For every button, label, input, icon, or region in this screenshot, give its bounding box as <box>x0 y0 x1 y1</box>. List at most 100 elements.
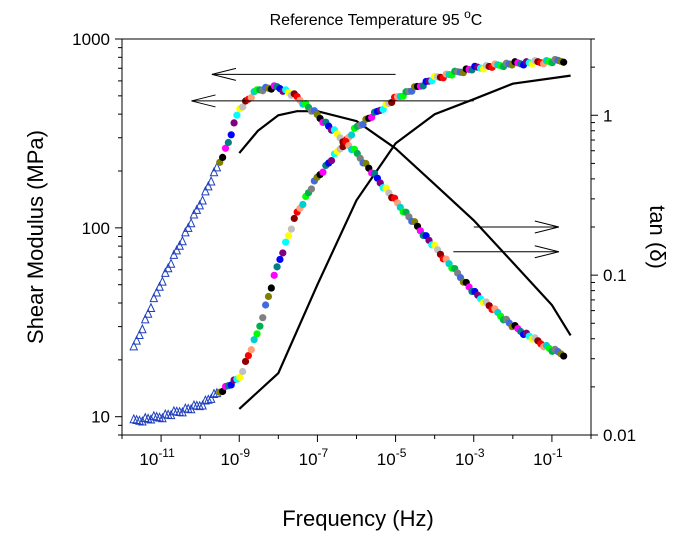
storage-modulus-marker <box>299 200 307 209</box>
tan-delta-marker <box>201 185 210 196</box>
tan-delta-marker <box>219 153 227 162</box>
storage-modulus-marker <box>247 346 255 354</box>
storage-modulus-marker <box>244 352 253 360</box>
storage-modulus-marker <box>319 168 327 176</box>
tan-delta-marker <box>140 313 150 324</box>
storage-modulus-marker <box>195 400 205 411</box>
tan-delta-marker <box>178 235 187 246</box>
y-tick-label: 100 <box>82 219 110 238</box>
tan-delta-marker <box>160 267 170 277</box>
tan-delta-marker <box>175 240 185 250</box>
y2-tick-label: 1 <box>603 106 612 125</box>
x-tick-label-exponent: -7 <box>318 446 329 460</box>
storage-modulus-marker <box>250 336 258 344</box>
storage-modulus-marker <box>279 249 287 257</box>
x-tick-label-base: 10 <box>377 450 396 469</box>
storage-modulus-marker <box>239 367 247 376</box>
storage-modulus-marker <box>201 395 210 405</box>
x-axis-title: Frequency (Hz) <box>282 506 434 531</box>
tan-delta-marker <box>169 249 179 259</box>
storage-modulus-marker <box>241 357 250 366</box>
tan-delta-marker <box>233 111 241 119</box>
storage-modulus-marker <box>290 214 298 223</box>
tan-delta-marker <box>180 226 190 237</box>
tan-delta-marker <box>183 222 193 232</box>
tan-delta-marker <box>189 208 199 219</box>
chart-title-degree: o <box>464 7 471 21</box>
chart-title-text: Reference Temperature 95 <box>270 12 464 29</box>
tan-delta-marker <box>560 352 568 360</box>
x-tick-label-exponent: -3 <box>474 446 485 460</box>
x-tick-label-exponent: -9 <box>239 446 250 460</box>
x-tick-label: 10-5 <box>377 446 407 469</box>
x-tick-label: 10-3 <box>455 446 485 469</box>
tan-delta-marker <box>221 144 230 152</box>
tan-delta-marker <box>163 262 173 273</box>
tan-delta-marker <box>158 276 167 286</box>
x-tick-label-base: 10 <box>455 450 474 469</box>
storage-modulus-marker <box>198 399 207 410</box>
tan-delta-marker <box>146 302 156 313</box>
y-tick-label: 10 <box>91 408 110 427</box>
axis-ticks <box>115 38 598 442</box>
x-tick-label-base: 10 <box>139 450 158 469</box>
storage-modulus-marker <box>327 156 336 165</box>
tan-delta-marker <box>143 308 153 318</box>
chart-title: Reference Temperature 95 oC <box>270 7 483 29</box>
tan-delta-marker <box>247 93 255 102</box>
x-tick-label: 10-9 <box>220 446 250 469</box>
tan-delta-marker <box>227 131 235 139</box>
storage-modulus-marker <box>206 393 216 403</box>
axis-arrow-head <box>534 220 559 234</box>
x-tick-label: 10-7 <box>299 446 329 469</box>
chart-title-unit: C <box>471 12 483 29</box>
axis-arrow-head <box>534 245 559 259</box>
tan-delta-marker <box>203 180 213 191</box>
x-tick-label: 10-11 <box>139 446 175 469</box>
data-markers <box>129 55 568 426</box>
x-tick-label-base: 10 <box>220 450 239 469</box>
storage-modulus-marker <box>236 373 244 381</box>
tan-delta-marker <box>186 217 196 228</box>
storage-modulus-marker <box>284 232 293 240</box>
x-tick-label-base: 10 <box>533 450 552 469</box>
tan-delta-marker <box>198 194 207 205</box>
plot-frame <box>121 38 592 436</box>
tan-delta-marker <box>135 329 144 339</box>
axis-arrow-head <box>191 94 216 108</box>
tan-delta-marker <box>149 292 159 303</box>
tan-delta-marker <box>239 103 247 111</box>
tan-delta-marker <box>166 258 176 268</box>
storage-modulus-marker <box>209 388 219 398</box>
storage-modulus-marker <box>347 131 356 139</box>
storage-modulus-marker <box>276 255 284 264</box>
y2-axis-title: tan (δ) <box>645 205 670 269</box>
storage-modulus-marker <box>256 322 264 330</box>
storage-modulus-marker <box>259 314 267 322</box>
axis-arrows <box>191 67 559 259</box>
storage-modulus-marker <box>253 330 261 338</box>
comparison-curves <box>238 74 572 410</box>
axis-tick-labels: 10-11 10-9 10-7 10-5 10-3 10-11010010000.010.… <box>72 30 636 469</box>
storage-modulus-marker <box>203 394 213 404</box>
y-tick-label: 1000 <box>72 30 110 49</box>
tan-delta-marker <box>206 175 216 186</box>
tan-delta-marker <box>132 335 142 345</box>
storage-modulus-marker <box>273 263 281 271</box>
storage-modulus-curve <box>238 74 571 410</box>
storage-modulus-marker <box>560 58 568 66</box>
storage-modulus-marker <box>270 271 278 279</box>
tan-delta-marker <box>209 166 219 177</box>
tan-delta-marker <box>172 244 182 255</box>
x-tick-label: 10-1 <box>533 446 563 469</box>
tan-delta-marker <box>212 161 222 172</box>
tan-delta-marker <box>224 138 232 147</box>
y2-tick-label: 0.01 <box>603 426 636 445</box>
tan-delta-marker <box>155 281 164 291</box>
tan-delta-marker <box>137 323 147 334</box>
tan-delta-curve <box>238 110 572 336</box>
y2-tick-label: 0.1 <box>603 266 627 285</box>
storage-modulus-marker <box>307 185 316 193</box>
storage-modulus-marker <box>282 238 290 246</box>
